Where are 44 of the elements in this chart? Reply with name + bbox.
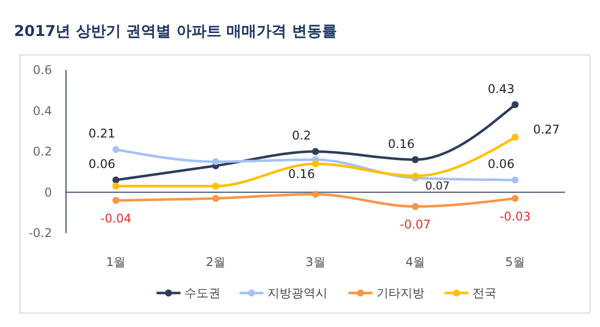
data-label: 0.43	[488, 82, 514, 96]
point	[112, 176, 120, 184]
chart-title: 2017년 상반기 권역별 아파트 매매가격 변동률	[14, 22, 337, 40]
point	[312, 190, 319, 198]
point	[412, 172, 419, 180]
point	[512, 194, 519, 202]
x-tick-label: 2월	[206, 255, 226, 269]
data-label: 0.16	[288, 166, 315, 181]
data-label: 0.27	[533, 122, 560, 136]
point	[512, 101, 519, 108]
y-tick-label: 0.2	[32, 144, 52, 159]
data-label: 0.06	[88, 157, 116, 172]
point	[312, 148, 319, 155]
point	[212, 194, 220, 202]
x-tick-label: 3월	[306, 255, 326, 269]
point	[212, 182, 220, 190]
data-label: 0.06	[488, 157, 514, 172]
point	[312, 160, 319, 168]
point	[112, 182, 120, 190]
point	[112, 196, 120, 204]
legend-label: 전국	[472, 286, 496, 300]
y-tick-label: 0.6	[32, 63, 52, 78]
y-tick-label: 0.4	[32, 104, 52, 118]
data-label: 0.16	[388, 136, 415, 151]
data-label: -0.07	[400, 218, 431, 232]
data-label: -0.03	[500, 210, 531, 224]
data-label: 0.2	[292, 128, 312, 143]
y-tick-label: -0.2	[28, 226, 52, 240]
point	[512, 134, 519, 141]
x-tick-label: 1월	[106, 255, 126, 269]
point	[512, 176, 519, 184]
y-tick-label: 0	[44, 185, 52, 200]
point	[412, 203, 419, 210]
legend-label: 수도권	[184, 286, 220, 300]
data-label: 0.07	[425, 179, 450, 192]
point	[412, 156, 419, 164]
data-label: -0.04	[100, 212, 132, 226]
legend-label: 기타지방	[376, 286, 424, 300]
x-tick-label: 4월	[405, 255, 426, 269]
x-tick-label: 5월	[505, 255, 525, 269]
point	[112, 146, 120, 153]
legend-label: 지방광역시	[268, 286, 328, 300]
data-label: 0.21	[88, 126, 116, 141]
point	[212, 158, 220, 166]
